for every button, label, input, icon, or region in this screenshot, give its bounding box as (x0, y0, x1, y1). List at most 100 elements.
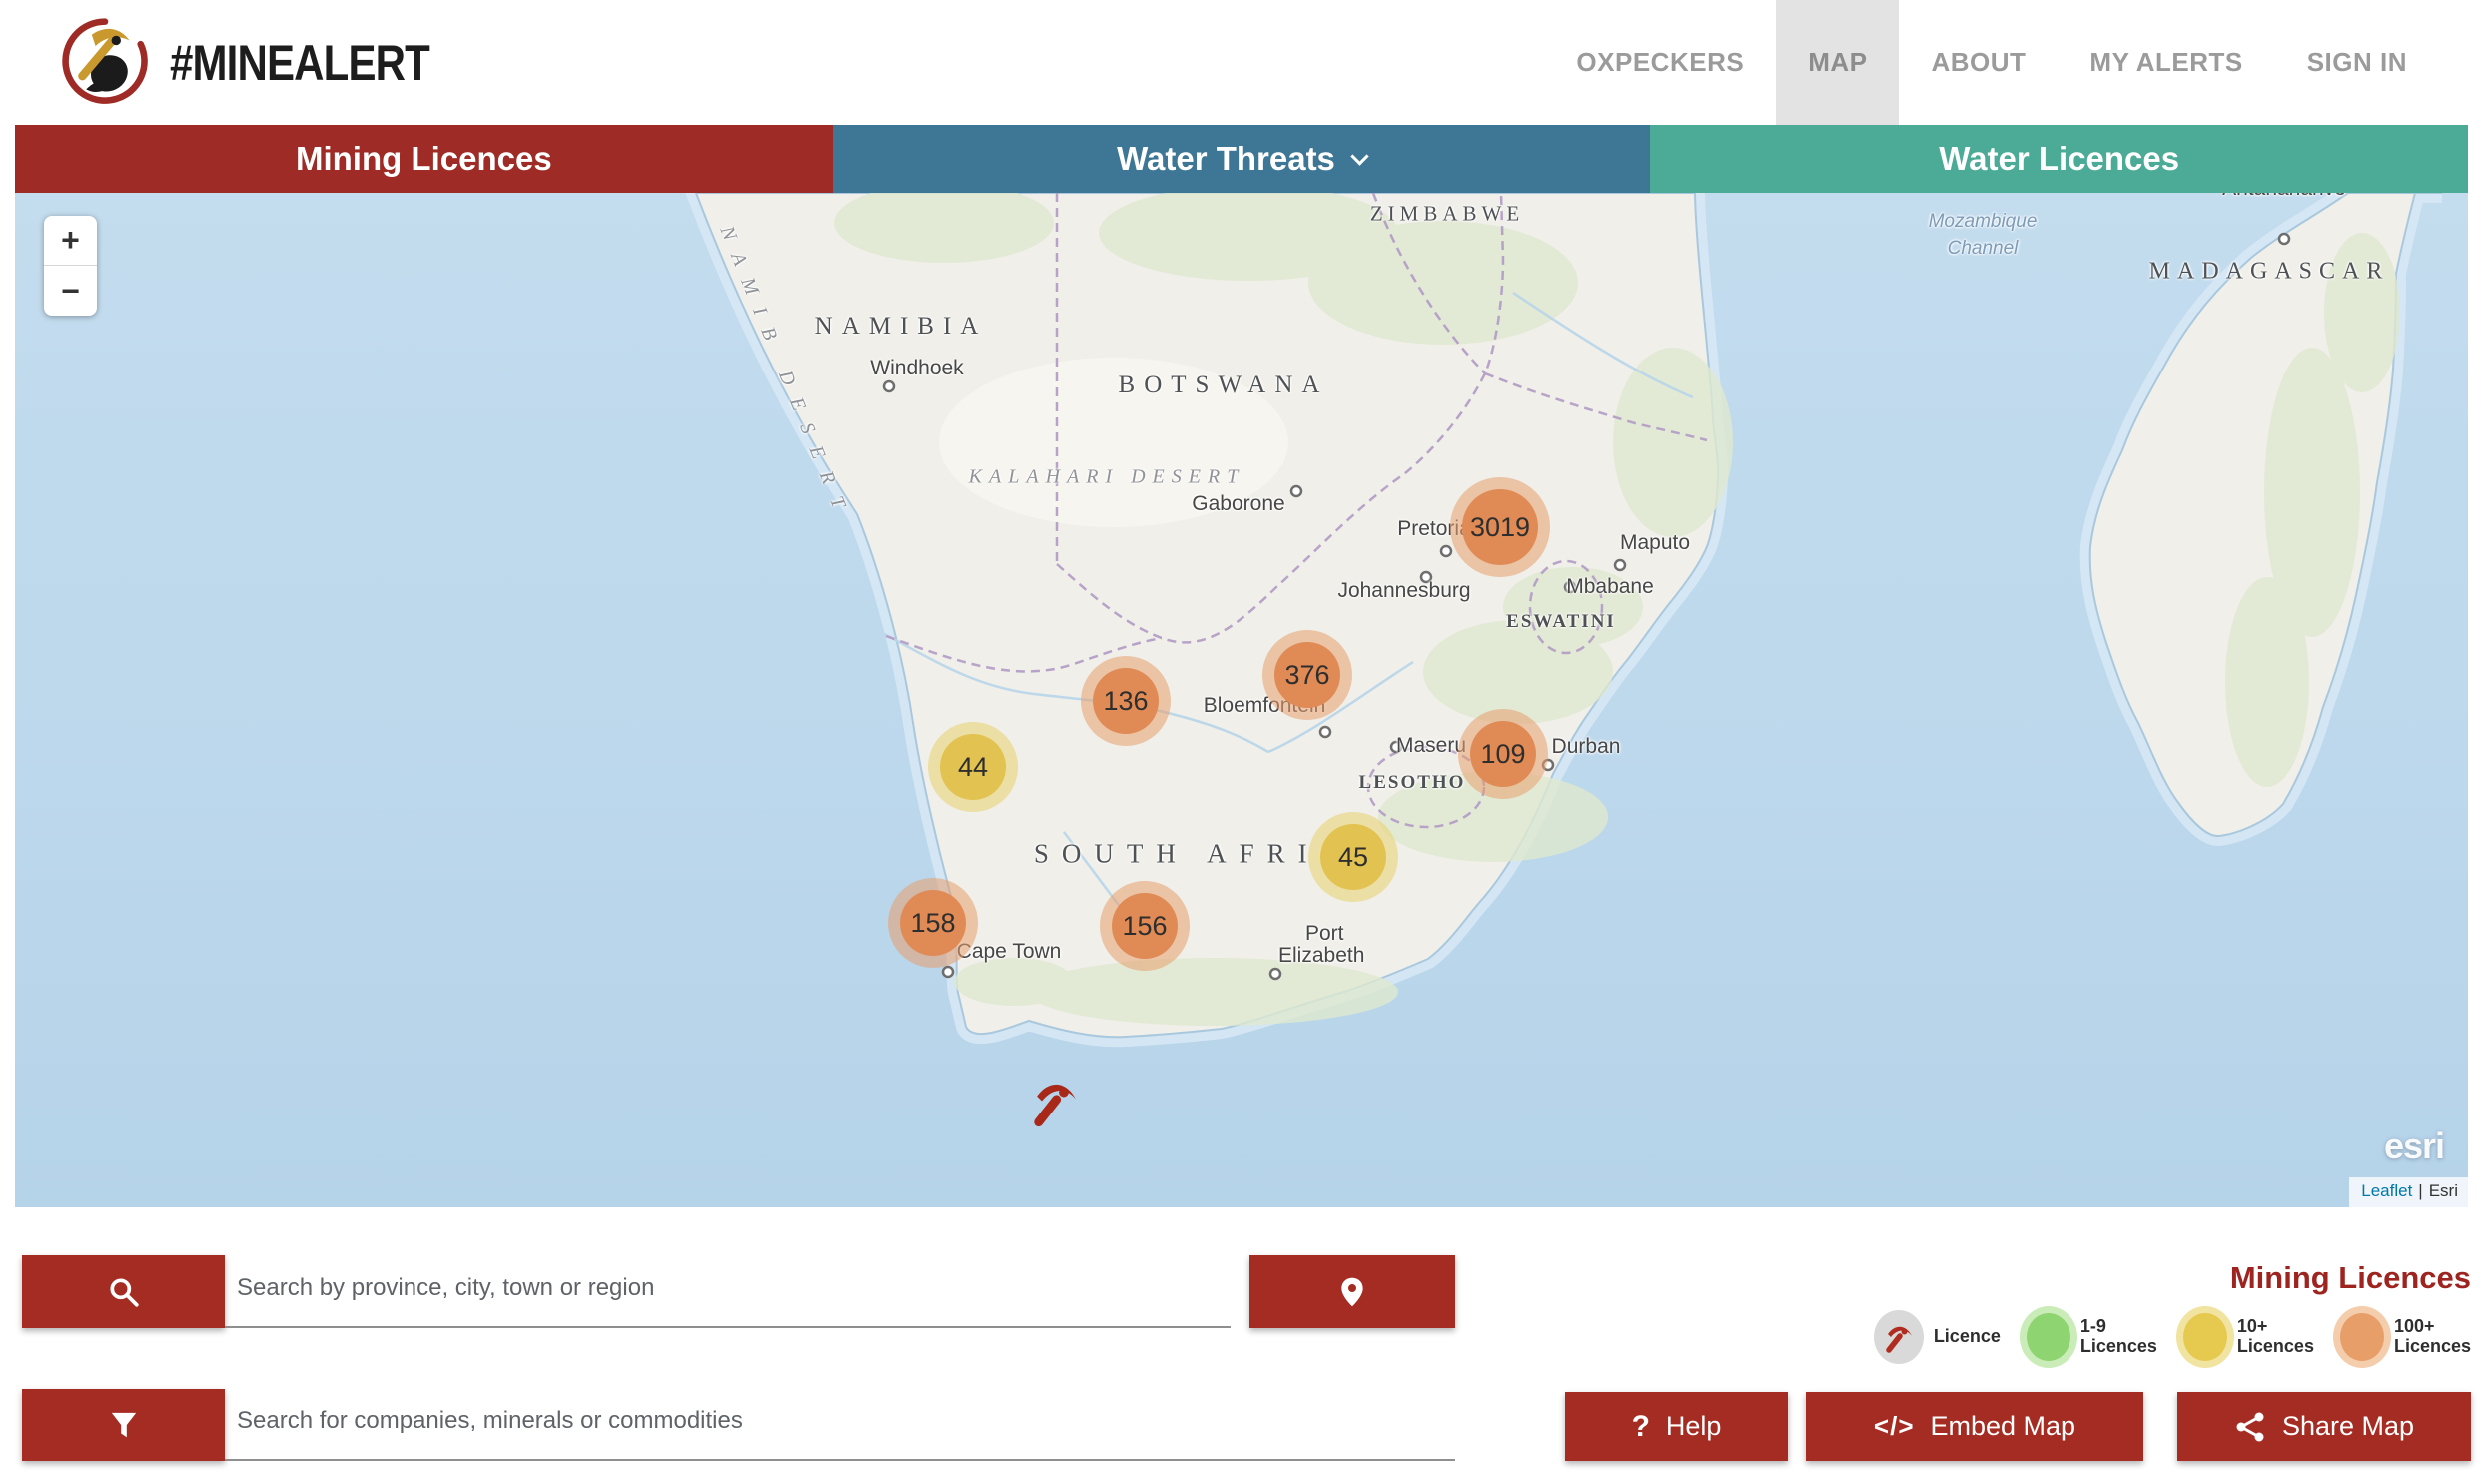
map-label-pretoria: Pretoria (1397, 517, 1471, 540)
legend-pickaxe-badge (1873, 1310, 1924, 1364)
cluster-marker-gauteng[interactable]: 3019 (1462, 489, 1538, 565)
licence-pickaxe-marker[interactable] (1029, 1076, 1081, 1132)
brand[interactable]: #MINEALERT (0, 0, 478, 125)
nav-item-my-alerts[interactable]: MY ALERTS (2089, 47, 2243, 77)
map-label-namibia: NAMIBIA (814, 313, 988, 340)
map-label-maputo: Maputo (1619, 531, 1691, 554)
map-label-madagascar: MADAGASCAR (2148, 258, 2390, 285)
tab-mining-licences[interactable]: Mining Licences (15, 125, 833, 193)
map-label-cape-town: Cape Town (956, 940, 1062, 963)
map-label-maseru: Maseru (1395, 734, 1467, 757)
cluster-marker-south-cape[interactable]: 156 (1112, 893, 1178, 959)
zoom-in-button[interactable]: + (44, 216, 97, 266)
embed-map-button[interactable]: </> Embed Map (1806, 1392, 2143, 1461)
nav-item-map[interactable]: MAP (1776, 0, 1900, 125)
search-icon (109, 1277, 139, 1307)
share-label: Share Map (2281, 1411, 2415, 1441)
tab-water-licences[interactable]: Water Licences (1650, 125, 2469, 193)
legend-label: Licences (2079, 1336, 2157, 1356)
attribution-separator: | (2418, 1181, 2423, 1200)
zoom-out-button[interactable]: − (61, 272, 80, 309)
legend-label: Licence (1933, 1326, 2001, 1347)
legend-label: 1-9 (2079, 1316, 2106, 1337)
legend-label: 100+ (2393, 1316, 2435, 1337)
nav-item-oxpeckers[interactable]: OXPECKERS (1576, 47, 1745, 77)
code-icon: </> (1873, 1411, 1915, 1441)
map-label-mozambique-channel: Channel (1947, 238, 2019, 259)
legend-item-10plus: 10+ Licences (2182, 1313, 2314, 1361)
location-search-input[interactable] (225, 1273, 1231, 1308)
filter-button[interactable] (22, 1389, 225, 1461)
cluster-count: 156 (1122, 910, 1168, 941)
map-attribution: Leaflet | Esri (2349, 1177, 2468, 1207)
search-location-button[interactable] (22, 1255, 225, 1328)
legend-label: 10+ (2236, 1316, 2268, 1337)
tab-water-threats[interactable]: Water Threats (832, 125, 1651, 193)
orange-cluster-icon (2339, 1313, 2384, 1361)
map-label-mbabane: Mbabane (1566, 575, 1654, 598)
header: #MINEALERT OXPECKERS MAP ABOUT MY ALERTS… (0, 0, 2483, 125)
tab-label: Water Licences (1939, 140, 2180, 177)
pickaxe-icon (1886, 1326, 1912, 1353)
layer-tabs: Mining Licences Water Threats Water Lice… (15, 125, 2469, 193)
main-nav: OXPECKERS MAP ABOUT MY ALERTS SIGN IN (1544, 0, 2483, 125)
basemap (685, 193, 2442, 1048)
esri-attribution: Esri (2428, 1181, 2458, 1200)
filter-search-field (225, 1389, 1455, 1461)
map-label-zimbabwe: ZIMBABWE (1369, 201, 1525, 226)
green-cluster-icon (2026, 1313, 2070, 1361)
minealert-logo-icon (62, 17, 148, 104)
location-search-field (225, 1255, 1231, 1328)
chevron-down-icon (1350, 146, 1369, 166)
cluster-count: 109 (1480, 738, 1526, 769)
legend-title: Mining Licences (2229, 1260, 2471, 1295)
legend-label: Licences (2236, 1336, 2314, 1356)
map-label-south-africa: SOUTH AFRICA (1033, 838, 1384, 869)
cluster-marker-west-coast[interactable]: 44 (940, 734, 1006, 800)
brand-title: #MINEALERT (170, 34, 430, 91)
map-label-botswana: BOTSWANA (1118, 371, 1329, 398)
cluster-count: 136 (1103, 685, 1149, 716)
legend-item-licence: Licence (1873, 1310, 2001, 1364)
map-zoom-control: + − (44, 216, 97, 316)
question-icon: ? (1631, 1409, 1650, 1443)
legend-item-1-9: 1-9 Licences (2026, 1313, 2157, 1361)
share-map-button[interactable]: Share Map (2177, 1392, 2471, 1461)
map-label-mozambique-channel: Mozambique (1928, 211, 2038, 232)
cluster-marker-west-cape[interactable]: 158 (900, 890, 966, 956)
help-button[interactable]: ? Help (1565, 1392, 1788, 1461)
help-label: Help (1665, 1411, 1722, 1441)
tab-label: Water Threats (1117, 140, 1335, 177)
tab-label: Mining Licences (295, 140, 552, 177)
legend-label: Licences (2393, 1336, 2471, 1356)
cluster-marker-eastern-cape[interactable]: 45 (1320, 824, 1386, 890)
map-label-port-elizabeth: Port (1305, 922, 1344, 945)
pickaxe-icon (1034, 1084, 1077, 1127)
cluster-count: 44 (957, 751, 989, 782)
nav-item-about[interactable]: ABOUT (1931, 47, 2027, 77)
esri-logo: esri (2383, 1125, 2445, 1166)
map-label-lesotho: LESOTHO (1358, 772, 1466, 793)
leaflet-link[interactable]: Leaflet (2361, 1181, 2413, 1200)
cluster-marker-kzn[interactable]: 109 (1470, 721, 1536, 787)
cluster-count: 376 (1284, 659, 1330, 690)
map-legend: Licence 1-9 Licences 10+ Licences 100+ L… (1873, 1310, 2471, 1364)
cluster-count: 158 (910, 907, 956, 938)
cluster-marker-freestate[interactable]: 376 (1274, 642, 1340, 708)
map-label-johannesburg: Johannesburg (1337, 579, 1471, 602)
location-pin-icon (1341, 1277, 1363, 1306)
cluster-marker-northern-cape[interactable]: 136 (1093, 668, 1159, 734)
map-label-port-elizabeth: Elizabeth (1278, 944, 1365, 967)
nav-item-sign-in[interactable]: SIGN IN (2306, 47, 2407, 77)
map-label-windhoek: Windhoek (870, 357, 964, 379)
filter-search-input[interactable] (225, 1407, 1455, 1441)
leaflet-map[interactable]: ZIMBABWE Mozambique Channel MADAGASCAR A… (15, 193, 2468, 1207)
embed-label: Embed Map (1930, 1411, 2076, 1441)
share-icon (2236, 1412, 2264, 1441)
filter-funnel-icon (111, 1412, 136, 1438)
map-label-eswatini: ESWATINI (1506, 611, 1616, 632)
locate-me-button[interactable] (1249, 1255, 1455, 1328)
cluster-count: 3019 (1469, 511, 1531, 542)
legend-item-100plus: 100+ Licences (2339, 1313, 2471, 1361)
